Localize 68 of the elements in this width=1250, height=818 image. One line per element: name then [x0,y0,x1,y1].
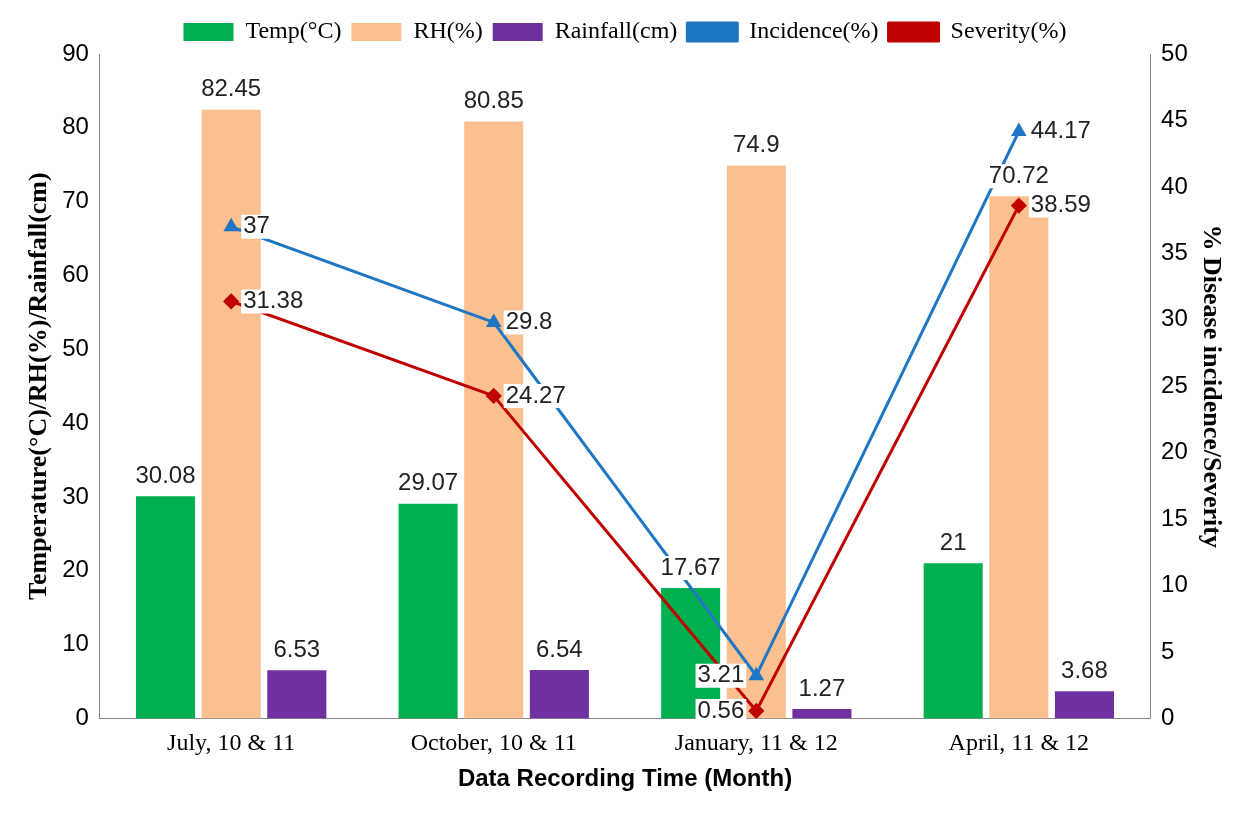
data-label: 30.08 [135,460,196,488]
data-label: 29.8 [505,307,553,335]
y2-axis-title: % Disease incidence/Severity [1197,224,1227,548]
data-label: 3.21 [697,660,745,688]
data-label: 74.9 [732,130,780,158]
y-tick-label: 0 [75,703,89,731]
data-label: 1.27 [798,673,846,701]
bar [136,496,196,719]
x-axis-title: Data Recording Time (Month) [457,764,793,792]
data-label: 3.68 [1061,655,1108,683]
point [223,293,239,309]
y2-tick-label: 50 [1161,38,1188,66]
x-tick-label: July, 10 & 11 [167,729,296,756]
data-label: 29.07 [398,468,459,496]
y2-tick-label: 25 [1161,370,1188,398]
point [487,314,501,327]
legend-label: RH(%) [413,17,483,44]
data-label: 6.54 [536,634,583,662]
data-label: 21 [939,528,967,555]
point [486,388,502,404]
legend-label: Temp(°C) [245,17,342,44]
legend-label: Incidence(%) [749,17,879,44]
y2-tick-label: 35 [1161,237,1188,265]
data-label: 17.67 [660,552,721,580]
y-tick-label: 50 [62,333,89,361]
y-tick-label: 90 [62,38,89,66]
data-label: 70.72 [988,160,1049,188]
bar [529,670,589,719]
data-label: 31.38 [243,286,304,314]
y-tick-label: 30 [62,481,89,509]
bar [1054,691,1114,719]
point [748,703,764,719]
bar [923,563,983,719]
legend-label: Severity(%) [950,17,1067,44]
data-label: 37 [243,211,270,239]
bar [267,670,327,719]
data-label: 6.53 [273,634,321,662]
point [1011,198,1027,214]
y-tick-label: 60 [62,260,89,288]
data-label: 44.17 [1030,116,1091,144]
legend-label: Rainfall(cm) [554,17,678,44]
bar [398,503,458,719]
data-label: 0.56 [697,695,745,723]
data-label: 82.45 [201,74,262,102]
x-tick-label: April, 11 & 12 [948,729,1090,756]
point [224,219,238,232]
y-tick-label: 70 [62,186,89,214]
x-tick-label: January, 11 & 12 [674,729,838,756]
y-tick-label: 80 [62,112,89,140]
y2-tick-label: 15 [1161,503,1188,531]
y2-tick-label: 45 [1161,105,1188,133]
y2-tick-label: 30 [1161,304,1188,332]
data-label: 80.85 [463,86,524,114]
y-tick-label: 40 [62,407,89,435]
y-tick-label: 20 [62,555,89,583]
data-label: 24.27 [505,380,566,408]
y-axis-title: Temperature(°C)/RH(%)/Rainfall(cm) [23,172,53,601]
x-tick-label: October, 10 & 11 [410,729,577,756]
data-label: 38.59 [1030,190,1091,218]
y2-tick-label: 20 [1161,437,1188,465]
y2-tick-label: 5 [1161,636,1175,664]
point [749,668,763,681]
y2-tick-label: 40 [1161,171,1188,199]
y2-tick-label: 10 [1161,570,1188,598]
point [1012,123,1026,136]
bar [792,709,852,719]
y2-tick-label: 0 [1161,703,1175,731]
y-tick-label: 10 [62,629,89,657]
